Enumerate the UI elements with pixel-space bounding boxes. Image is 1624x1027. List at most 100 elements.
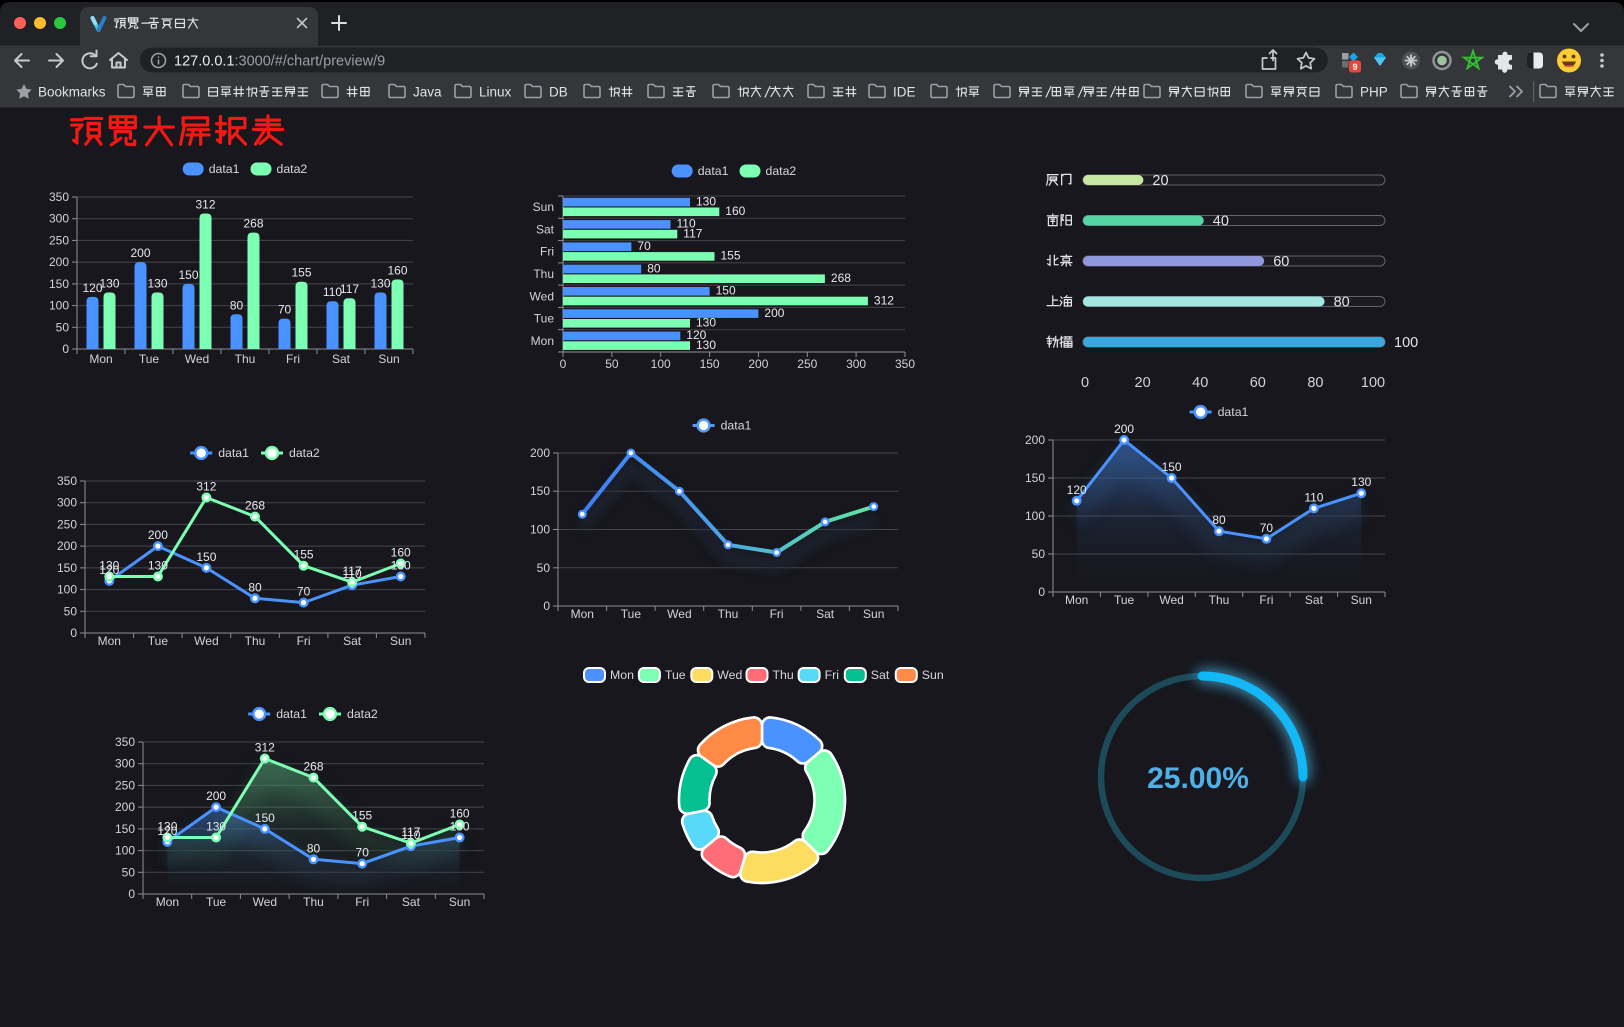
svg-text:Sun: Sun: [863, 607, 884, 621]
svg-text:312: 312: [195, 198, 215, 212]
svg-text:250: 250: [49, 233, 69, 247]
svg-text:350: 350: [49, 190, 69, 204]
svg-text:DB: DB: [549, 85, 568, 100]
svg-text:Tue: Tue: [206, 895, 227, 909]
svg-text:Fri: Fri: [540, 245, 554, 259]
svg-text:Wed: Wed: [253, 895, 277, 909]
svg-text:Fri: Fri: [297, 634, 311, 648]
svg-text:Sat: Sat: [1305, 593, 1324, 607]
svg-text:130: 130: [157, 820, 177, 834]
svg-text:25.00%: 25.00%: [1147, 762, 1249, 795]
svg-text:0: 0: [560, 357, 567, 371]
svg-text:100: 100: [49, 299, 69, 313]
svg-text:150: 150: [700, 357, 720, 371]
svg-text:50: 50: [122, 865, 136, 879]
svg-text:120: 120: [82, 281, 102, 295]
svg-text:70: 70: [297, 585, 311, 599]
svg-text:0: 0: [62, 342, 69, 356]
svg-text:IDE: IDE: [893, 85, 916, 100]
svg-text:100: 100: [1361, 375, 1385, 391]
svg-text:110: 110: [323, 285, 342, 299]
svg-text:Fri: Fri: [770, 607, 784, 621]
svg-text:Thu: Thu: [1209, 593, 1230, 607]
svg-text:data1: data1: [276, 707, 307, 721]
svg-text:80: 80: [1212, 513, 1226, 527]
svg-text:80: 80: [1334, 295, 1350, 311]
svg-text:300: 300: [57, 496, 77, 510]
svg-text:350: 350: [57, 474, 77, 488]
svg-text:Sun: Sun: [390, 634, 411, 648]
svg-text:70: 70: [637, 239, 651, 253]
svg-text:Wed: Wed: [530, 289, 554, 303]
svg-text:250: 250: [115, 778, 135, 792]
svg-text:100: 100: [651, 357, 671, 371]
svg-text:100: 100: [1025, 509, 1045, 523]
svg-text:150: 150: [57, 561, 77, 575]
svg-text:110: 110: [401, 828, 420, 842]
svg-text:0: 0: [543, 599, 550, 613]
svg-text:Thu: Thu: [303, 895, 324, 909]
svg-text:Tue: Tue: [621, 607, 642, 621]
svg-text:200: 200: [130, 246, 150, 260]
svg-text:200: 200: [1025, 433, 1045, 447]
svg-text:Sat: Sat: [402, 895, 421, 909]
svg-text:300: 300: [49, 212, 69, 226]
svg-text:50: 50: [64, 604, 78, 618]
svg-text:150: 150: [1162, 460, 1182, 474]
svg-text:Java: Java: [413, 85, 442, 100]
svg-text:70: 70: [356, 846, 370, 860]
svg-text:data2: data2: [766, 164, 797, 178]
svg-text:Tue: Tue: [148, 634, 169, 648]
svg-text:Mon: Mon: [98, 634, 121, 648]
svg-text:Sat: Sat: [871, 668, 890, 682]
svg-text:80: 80: [230, 298, 244, 312]
svg-text:40: 40: [1192, 375, 1208, 391]
svg-text:200: 200: [148, 528, 168, 542]
svg-text:150: 150: [716, 284, 736, 298]
svg-text:Tue: Tue: [1114, 593, 1135, 607]
svg-text:PHP: PHP: [1360, 85, 1388, 100]
svg-text:0: 0: [70, 626, 77, 640]
svg-text:150: 150: [530, 484, 550, 498]
svg-text:Wed: Wed: [185, 352, 209, 366]
svg-text:130: 130: [450, 820, 470, 834]
svg-text:150: 150: [255, 811, 275, 825]
svg-text:50: 50: [56, 320, 70, 334]
svg-text:Thu: Thu: [235, 352, 256, 366]
svg-text:160: 160: [391, 546, 411, 560]
svg-text:data2: data2: [347, 707, 378, 721]
svg-text:50: 50: [1032, 547, 1046, 561]
svg-text:Sun: Sun: [533, 200, 554, 214]
svg-text:117: 117: [401, 825, 420, 839]
svg-text:120: 120: [1067, 483, 1087, 497]
svg-text:127.0.0.1:3000/#/chart/preview: 127.0.0.1:3000/#/chart/preview/9: [174, 54, 385, 70]
svg-text:40: 40: [1213, 214, 1229, 230]
svg-text:117: 117: [343, 564, 362, 578]
svg-text:Fri: Fri: [1259, 593, 1273, 607]
svg-text:250: 250: [797, 357, 817, 371]
svg-text:data1: data1: [721, 419, 752, 433]
svg-text:Tue: Tue: [665, 668, 686, 682]
svg-text:50: 50: [605, 357, 619, 371]
svg-text:80: 80: [1307, 375, 1323, 391]
svg-text:data2: data2: [277, 162, 308, 176]
svg-text:Thu: Thu: [533, 267, 554, 281]
svg-text:data1: data1: [209, 162, 240, 176]
svg-text:80: 80: [248, 580, 262, 594]
svg-text:200: 200: [1114, 422, 1134, 436]
svg-text:200: 200: [49, 255, 69, 269]
svg-text:80: 80: [307, 841, 321, 855]
svg-text:100: 100: [57, 583, 77, 597]
svg-text:Sat: Sat: [332, 352, 351, 366]
svg-text:Linux: Linux: [479, 85, 512, 100]
svg-text:120: 120: [157, 824, 177, 838]
svg-text:300: 300: [846, 357, 866, 371]
svg-text:Sun: Sun: [922, 668, 944, 682]
svg-text:117: 117: [340, 282, 359, 296]
svg-text:Fri: Fri: [355, 895, 369, 909]
svg-text:Wed: Wed: [667, 607, 691, 621]
svg-text:Tue: Tue: [534, 312, 555, 326]
svg-text:300: 300: [115, 757, 135, 771]
svg-text:200: 200: [115, 800, 135, 814]
svg-text:Sat: Sat: [343, 634, 362, 648]
